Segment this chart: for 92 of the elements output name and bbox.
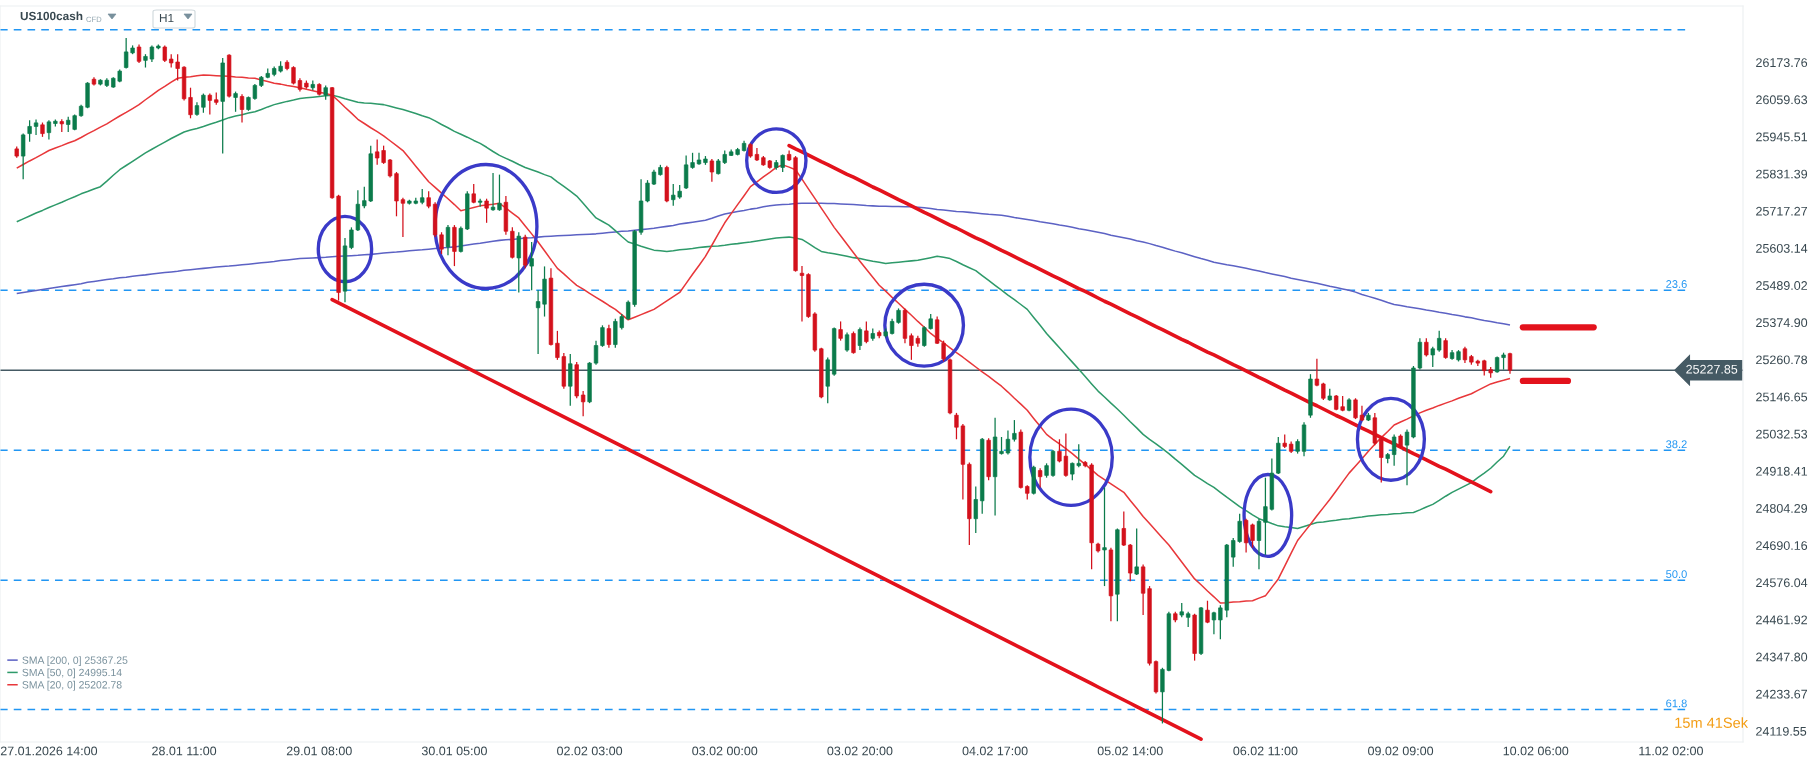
candlestick xyxy=(838,320,843,342)
candlestick xyxy=(606,324,612,349)
candlestick xyxy=(1424,337,1429,358)
candlestick xyxy=(1391,433,1397,467)
candlestick xyxy=(1379,436,1384,484)
x-tick-label: 09.02 09:00 xyxy=(1368,746,1434,756)
candlestick xyxy=(1443,337,1448,360)
candlestick xyxy=(1437,330,1442,353)
candlestick xyxy=(201,92,206,114)
y-tick-label: 24119.55 xyxy=(1756,726,1807,736)
annotation: 38.2 xyxy=(1666,440,1687,449)
y-tick-label: 25374.90 xyxy=(1756,318,1808,328)
annotation: 15m 41Sek xyxy=(1675,717,1749,728)
annotation: 50.0 xyxy=(1666,570,1687,579)
annotation: H1 xyxy=(159,13,174,23)
y-tick-label: 25489.02 xyxy=(1756,281,1808,290)
candlestick xyxy=(497,173,502,212)
candlestick xyxy=(33,118,39,136)
candlestick xyxy=(516,231,521,294)
x-tick-label: 06.02 11:00 xyxy=(1233,746,1298,756)
y-tick-label: 24918.41 xyxy=(1756,466,1808,476)
y-tick-label: 26173.76 xyxy=(1756,58,1808,68)
candlestick xyxy=(799,265,805,323)
candlestick xyxy=(1256,518,1262,570)
x-tick-label: 03.02 00:00 xyxy=(692,746,758,756)
candlestick xyxy=(851,330,856,355)
candlestick xyxy=(1353,397,1358,420)
x-tick-label: 03.02 20:00 xyxy=(827,746,893,756)
candlestick xyxy=(973,485,978,534)
candlestick xyxy=(709,158,715,183)
candlestick xyxy=(568,353,573,407)
legend-label: SMA [200, 0] 25367.25 xyxy=(22,656,128,666)
ref-line-label: 25227.85 xyxy=(1686,364,1738,374)
annotation: 61.8 xyxy=(1666,699,1687,708)
y-tick-label: 24804.29 xyxy=(1756,503,1808,513)
candlestick xyxy=(1012,419,1017,443)
candlestick xyxy=(458,225,463,254)
y-tick-label: 24461.92 xyxy=(1756,615,1808,625)
candlestick xyxy=(46,119,52,141)
x-tick-label: 27.01.2026 14:00 xyxy=(0,746,98,756)
y-tick-label: 25717.27 xyxy=(1756,206,1808,216)
candlestick xyxy=(529,241,534,291)
candlestick xyxy=(580,390,586,417)
chart-title: US100cash xyxy=(20,11,83,21)
candlestick xyxy=(844,331,850,353)
x-tick-label: 02.02 03:00 xyxy=(557,746,623,756)
candlestick xyxy=(233,90,238,113)
candlestick xyxy=(1359,405,1365,422)
y-tick-label: 25831.39 xyxy=(1756,169,1808,179)
candlestick xyxy=(593,340,599,366)
candlestick xyxy=(484,198,489,224)
candlestick xyxy=(600,324,605,348)
x-tick-label: 29.01 08:00 xyxy=(286,746,352,756)
y-tick-label: 24690.16 xyxy=(1756,541,1808,550)
candlestick xyxy=(1404,428,1410,486)
x-tick-label: 28.01 11:00 xyxy=(152,746,217,756)
candlestick xyxy=(1005,429,1011,456)
candlestick xyxy=(1121,510,1126,547)
y-tick-label: 25945.51 xyxy=(1756,132,1808,142)
candlestick xyxy=(207,92,212,116)
y-tick-label: 25032.53 xyxy=(1756,429,1808,439)
annotation: 23.6 xyxy=(1666,280,1687,288)
x-tick-label: 05.02 14:00 xyxy=(1097,746,1163,756)
candlestick xyxy=(1102,486,1107,587)
line-series xyxy=(330,297,1203,741)
candlestick xyxy=(27,119,32,143)
x-tick-label: 04.02 17:00 xyxy=(962,746,1028,756)
line-series xyxy=(15,202,1511,326)
candlestick xyxy=(136,43,142,64)
y-tick-label: 24347.80 xyxy=(1756,652,1808,662)
candlestick xyxy=(1430,346,1435,368)
y-tick-label: 24233.67 xyxy=(1756,689,1808,699)
y-tick-label: 25146.65 xyxy=(1756,392,1808,402)
candlestick xyxy=(239,93,245,124)
candlestick xyxy=(21,132,26,180)
y-tick-label: 25603.14 xyxy=(1756,243,1808,253)
legend-label: SMA [50, 0] 24995.14 xyxy=(22,668,122,679)
candlestick xyxy=(864,320,869,344)
line-series xyxy=(787,143,1493,494)
candlestick xyxy=(1037,467,1043,489)
x-tick-label: 10.02 06:00 xyxy=(1503,746,1569,756)
candlestick xyxy=(445,224,451,256)
legend-label: SMA [20, 0] 25202.78 xyxy=(22,680,122,691)
candlestick xyxy=(857,326,863,351)
x-tick-label: 11.02 02:00 xyxy=(1639,746,1703,756)
candlestick xyxy=(1134,527,1139,576)
x-tick-label: 30.01 05:00 xyxy=(421,746,487,756)
y-tick-label: 24576.04 xyxy=(1756,578,1808,588)
y-tick-label: 26059.63 xyxy=(1756,95,1808,105)
y-tick-label: 25260.78 xyxy=(1756,355,1808,365)
line-series xyxy=(15,74,1511,604)
candlestick xyxy=(1314,358,1320,387)
